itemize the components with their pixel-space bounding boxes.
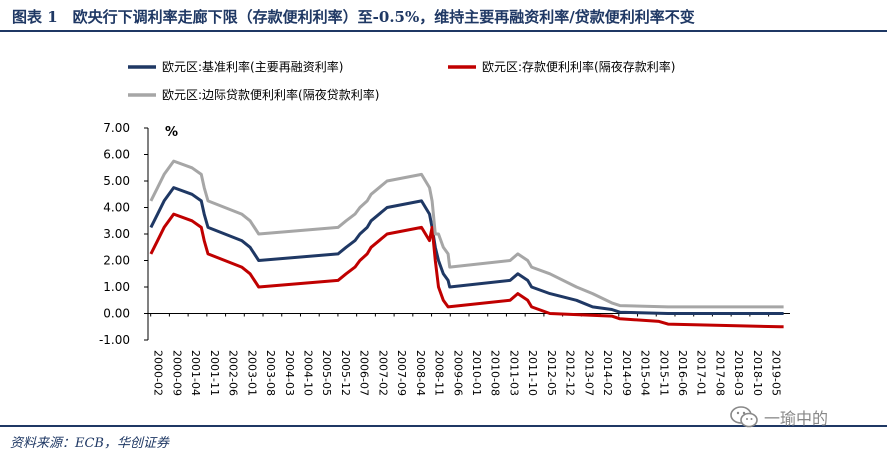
x-tick-label: 2010-01	[470, 350, 483, 396]
figure-title: 图表 1 欧央行下调利率走廊下限（存款便利利率）至-0.5%，维持主要再融资利率…	[12, 8, 695, 26]
y-tick-label: 2.00	[103, 254, 130, 268]
x-tick-label: 2015-11	[657, 350, 670, 396]
x-tick-label: 2000-09	[170, 350, 183, 396]
x-tick-label: 2011-03	[507, 350, 520, 396]
x-tick-label: 2015-04	[639, 350, 652, 396]
x-tick-label: 2012-05	[545, 350, 558, 396]
x-tick-label: 2012-12	[564, 350, 577, 396]
y-tick-label: -1.00	[99, 333, 130, 347]
x-tick-label: 2018-10	[751, 350, 764, 396]
source-note: 资料来源：ECB，华创证券	[10, 436, 169, 451]
x-tick-label: 2014-02	[601, 350, 614, 396]
title-bar: 图表 1 欧央行下调利率走廊下限（存款便利利率）至-0.5%，维持主要再融资利率…	[0, 0, 887, 32]
series-line	[149, 159, 784, 309]
x-tick-label: 2008-11	[433, 350, 446, 396]
legend-label: 欧元区:存款便利利率(隔夜存款利率)	[482, 59, 675, 74]
line-chart: 欧元区:基准利率(主要再融资利率) 欧元区:存款便利利率(隔夜存款利率) 欧元区:边…	[99, 59, 790, 396]
y-tick-label: 4.00	[103, 201, 130, 215]
legend-label: 欧元区:基准利率(主要再融资利率)	[162, 59, 343, 74]
x-tick-label: 2001-04	[189, 350, 202, 396]
x-tick-label: 2017-08	[713, 350, 726, 396]
x-tick-label: 2009-06	[451, 350, 464, 396]
x-tick-label: 2003-08	[264, 350, 277, 396]
x-tick-label: 2007-02	[376, 350, 389, 396]
x-tick-label: 2004-03	[283, 350, 296, 396]
legend-label: 欧元区:边际贷款便利利率(隔夜贷款利率)	[162, 87, 379, 102]
x-tick-label: 2018-03	[732, 350, 745, 396]
x-tick-label: 2008-04	[414, 350, 427, 396]
y-tick-label: 6.00	[103, 148, 130, 162]
x-tick-label: 2001-11	[208, 350, 221, 396]
x-tick-label: 2006-07	[358, 350, 371, 396]
series-line	[149, 212, 784, 329]
watermark: 一瑜中的	[730, 405, 828, 429]
wechat-icon	[730, 406, 758, 428]
y-tick-label: 1.00	[103, 280, 130, 294]
x-tick-label: 2010-08	[489, 350, 502, 396]
x-tick-label: 2002-06	[227, 350, 240, 396]
x-tick-label: 2016-06	[676, 350, 689, 396]
y-tick-label: 0.00	[103, 307, 130, 321]
x-tick-label: 2011-10	[526, 350, 539, 396]
x-tick-label: 2017-01	[695, 350, 708, 396]
x-tick-label: 2000-02	[152, 350, 165, 396]
watermark-text: 一瑜中的	[764, 409, 829, 428]
y-unit-label: %	[165, 125, 178, 140]
y-tick-label: 5.00	[103, 174, 130, 188]
y-tick-label: 3.00	[103, 227, 130, 241]
x-tick-label: 2014-09	[620, 350, 633, 396]
series-line	[149, 186, 784, 315]
x-tick-label: 2005-05	[320, 350, 333, 396]
y-tick-label: 7.00	[103, 121, 130, 135]
x-tick-label: 2019-05	[770, 350, 783, 396]
x-tick-label: 2005-12	[339, 350, 352, 396]
x-tick-label: 2007-09	[395, 350, 408, 396]
x-tick-label: 2004-10	[301, 350, 314, 396]
source-divider	[0, 425, 887, 427]
x-tick-label: 2013-07	[582, 350, 595, 396]
x-tick-label: 2003-01	[245, 350, 258, 396]
